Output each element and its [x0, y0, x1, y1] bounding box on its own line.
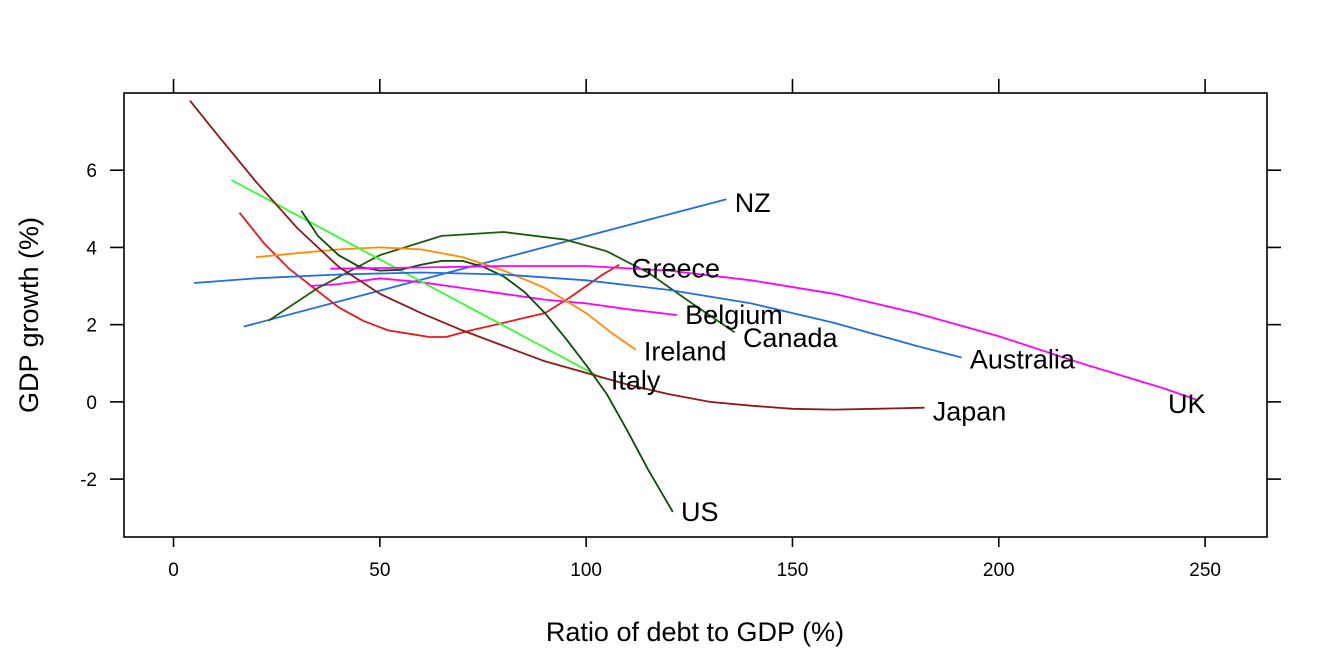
series-label-ireland: Ireland	[644, 337, 727, 367]
series-line-uk	[330, 265, 1198, 401]
series-lines	[189, 100, 1198, 513]
x-axis-title: Ratio of debt to GDP (%)	[546, 617, 844, 647]
series-label-australia: Australia	[970, 344, 1076, 374]
series-label-us: US	[681, 497, 719, 527]
x-tick-label: 100	[570, 560, 602, 581]
series-label-greece: Greece	[632, 254, 721, 284]
y-tick-label: -2	[80, 470, 97, 491]
y-axis-title: GDP growth (%)	[14, 217, 44, 413]
y-tick-label: 6	[86, 161, 97, 182]
series-line-canada	[267, 231, 736, 334]
series-line-japan	[189, 100, 925, 411]
x-tick-label: 250	[1189, 560, 1221, 581]
x-tick-label: 200	[983, 560, 1015, 581]
series-line-australia	[194, 271, 962, 359]
series-line-nz	[243, 198, 727, 328]
series-label-italy: Italy	[611, 366, 661, 396]
series-label-canada: Canada	[743, 323, 839, 353]
series-label-japan: Japan	[933, 397, 1007, 427]
series-line-italy	[230, 179, 604, 380]
series-label-uk: UK	[1168, 389, 1206, 419]
x-tick-label: 50	[369, 560, 390, 581]
series-line-ireland	[255, 246, 637, 351]
y-tick-label: 4	[86, 238, 97, 259]
y-tick-label: 2	[86, 316, 97, 337]
series-label-nz: NZ	[735, 188, 771, 218]
series-line-greece	[238, 212, 620, 338]
x-tick-label: 0	[168, 560, 179, 581]
x-tick-label: 150	[777, 560, 809, 581]
y-axis: -2 0 2 4 6	[80, 161, 1281, 491]
plot-frame	[123, 92, 1268, 538]
series-label-belgium: Belgium	[685, 300, 783, 330]
y-tick-label: 0	[86, 393, 97, 414]
x-axis: 0 50 100 150 200 250	[168, 79, 1221, 581]
